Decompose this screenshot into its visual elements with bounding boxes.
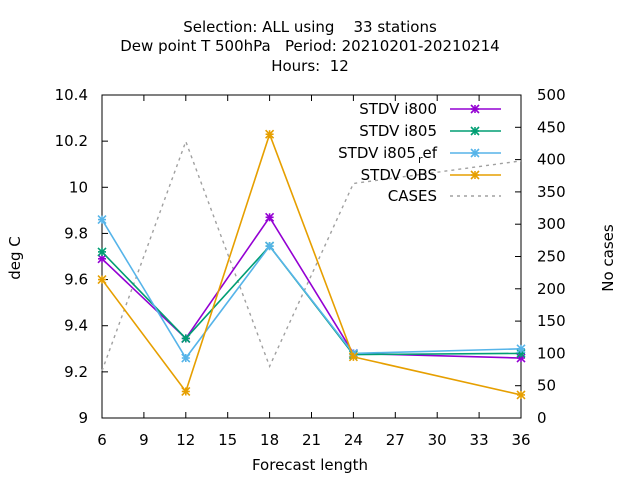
data-point-stdv-i805 [181,333,191,343]
y2-tick-label: 500 [537,86,566,104]
y-tick-label: 9.4 [64,317,88,335]
legend-marker [470,148,480,158]
y-tick-label: 9.6 [64,271,88,289]
axis-ticks: 6 9 12 15 18 21 24 27 30 33 3699.29.49.69.81010.21… [55,86,566,449]
series-line-stdv-i800 [101,215,522,359]
data-point-stdv-obs [181,386,191,397]
x-tick-label: 15 [218,431,237,449]
legend-marker [470,126,480,136]
x-tick-label: 33 [470,431,489,449]
series-stdv-obs [97,129,526,400]
series-layer [97,129,526,400]
x-tick-label: 21 [302,431,321,449]
legend-label: STDV i805 [359,122,437,140]
data-point-stdv-obs [348,352,358,362]
chart-title: Selection: ALL using 33 stations Dew poi… [120,18,499,75]
y2-axis-label: No cases [599,224,617,292]
y2-tick-label: 250 [537,248,566,266]
data-point-stdv-obs [97,275,107,285]
legend-marker [470,170,480,180]
legend-label: STDV i805 ref [338,144,438,166]
data-point-stdv-obs [265,129,275,139]
legend-item-stdv-i800: STDV i800 [359,100,501,118]
y2-tick-label: 50 [537,377,556,395]
data-point-stdv-i805-ref [516,344,526,354]
data-point-stdv-i805-ref [97,215,107,225]
data-point-stdv-i805-ref [265,241,275,251]
legend-item-stdv-obs: STDV OBS [361,166,501,184]
y-tick-label: 10.4 [55,86,88,104]
y2-tick-label: 300 [537,215,566,233]
series-stdv-i800 [97,212,526,363]
legend-item-stdv-i805-ref: STDV i805 ref [338,144,501,166]
series-stdv-i805-ref [97,215,526,363]
title-line-3: Hours: 12 [271,57,349,75]
legend-item-stdv-i805: STDV i805 [359,122,501,140]
legend-item-cases: CASES [388,187,501,205]
data-point-stdv-i800 [97,254,107,264]
y2-tick-label: 0 [537,409,547,427]
y2-tick-label: 100 [537,344,566,362]
data-point-stdv-i805-ref [181,353,191,363]
series-line-cases [101,139,522,372]
legend-label: STDV OBS [361,166,437,184]
y-tick-label: 10 [69,178,88,196]
y2-tick-label: 450 [537,118,566,136]
y2-tick-label: 350 [537,183,566,201]
x-tick-label: 24 [344,431,363,449]
y-tick-label: 9 [78,409,88,427]
x-tick-label: 9 [139,431,149,449]
y-tick-label: 9.8 [64,224,88,242]
y2-tick-label: 150 [537,312,566,330]
x-tick-label: 18 [260,431,279,449]
plot-frame [101,94,522,419]
legend-label: STDV i800 [359,100,437,118]
y2-tick-label: 200 [537,280,566,298]
y-tick-label: 9.2 [64,363,88,381]
x-tick-label: 30 [428,431,447,449]
data-point-stdv-obs [516,390,526,400]
series-cases [101,139,522,372]
x-axis-label: Forecast length [252,456,368,474]
title-line-2: Dew point T 500hPa Period: 20210201-2021… [120,37,499,55]
x-tick-label: 36 [511,431,530,449]
y-tick-label: 10.2 [55,132,88,150]
y-axis-label: deg C [6,236,24,280]
title-line-1: Selection: ALL using 33 stations [183,18,437,36]
x-tick-label: 6 [97,431,107,449]
x-tick-label: 12 [176,431,195,449]
data-point-stdv-i805 [97,247,107,257]
x-tick-label: 27 [386,431,405,449]
series-line-stdv-i805-ref [101,219,522,360]
y2-tick-label: 400 [537,151,566,169]
legend-label: CASES [388,187,437,205]
legend-marker [470,104,480,114]
data-point-stdv-i800 [265,212,275,222]
